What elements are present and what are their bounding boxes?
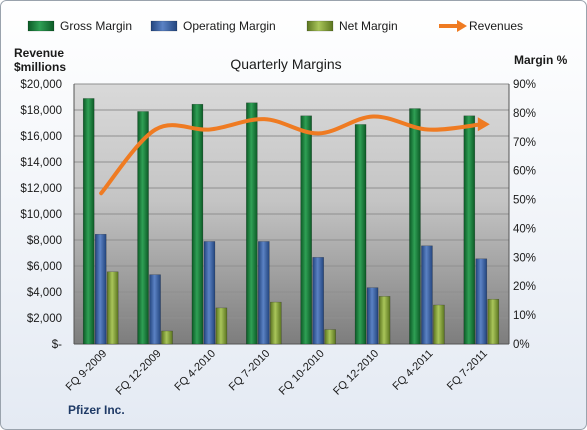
- legend-swatch: [150, 20, 178, 32]
- left-tick-label: $10,000: [20, 209, 62, 221]
- bar-gross-margin: [246, 102, 258, 345]
- bar-operating-margin: [149, 274, 161, 345]
- bar-net-margin: [378, 296, 391, 345]
- bar-operating-margin: [421, 245, 433, 345]
- right-axis: 0% 10% 20% 30% 40% 50% 60% 70% 80% 90%: [508, 79, 536, 351]
- right-tick-label: 40%: [513, 223, 536, 235]
- bar-net-margin: [215, 307, 228, 345]
- left-tick-label: $-: [52, 339, 62, 351]
- legend: Gross Margin Operating Margin Net Margin Re…: [27, 19, 523, 33]
- bar-gross-margin: [409, 108, 421, 345]
- legend-swatch: [306, 20, 334, 32]
- left-tick-label: $8,000: [27, 235, 62, 247]
- right-tick-label: 80%: [513, 108, 536, 120]
- bar-operating-margin: [258, 241, 270, 345]
- revenue-line-path: [99, 114, 484, 196]
- left-axis-label-line1: Revenue: [14, 46, 64, 60]
- bar-operating-margin: [366, 287, 379, 345]
- bar-gross-margin: [191, 103, 204, 345]
- bar-gross-margin: [82, 98, 95, 345]
- bar-gross-margin: [300, 115, 312, 345]
- legend-label: Operating Margin: [183, 19, 276, 33]
- bar-net-margin: [161, 330, 173, 345]
- right-axis-label: Margin %: [514, 53, 568, 67]
- right-tick-label: 20%: [513, 281, 536, 293]
- right-tick-label: 30%: [513, 252, 536, 264]
- left-tick-label: $20,000: [20, 79, 62, 91]
- left-tick-label: $2,000: [27, 313, 62, 325]
- left-tick-label: $12,000: [20, 183, 62, 195]
- bars: [82, 98, 500, 345]
- bar-net-margin: [324, 329, 336, 345]
- legend-item-gross-margin: Gross Margin: [27, 19, 132, 33]
- left-axis: $- $2,000 $4,000 $6,000 $8,000 $10,000 $12,000…: [20, 79, 75, 351]
- bar-operating-margin: [475, 258, 488, 345]
- company-name: Pfizer Inc.: [68, 403, 125, 417]
- bar-net-margin: [106, 271, 119, 345]
- right-tick-label: 70%: [513, 137, 536, 149]
- left-tick-label: $14,000: [20, 157, 62, 169]
- right-tick-label: 90%: [513, 79, 536, 91]
- bar-operating-margin: [312, 257, 324, 345]
- bar-net-margin: [270, 301, 282, 345]
- bar-operating-margin: [94, 233, 107, 345]
- legend-label: Revenues: [469, 19, 523, 33]
- chart-title: Quarterly Margins: [230, 56, 341, 72]
- legend-item-revenues: Revenues: [439, 19, 523, 33]
- revenue-line-arrowhead: [477, 117, 490, 132]
- bar-net-margin: [433, 304, 445, 345]
- right-tick-label: 10%: [513, 310, 536, 322]
- legend-label: Gross Margin: [60, 19, 132, 33]
- bar-gross-margin: [463, 115, 476, 345]
- left-tick-label: $6,000: [27, 261, 62, 273]
- bar-gross-margin: [137, 111, 149, 345]
- bar-gross-margin: [354, 124, 367, 345]
- bar-operating-margin: [203, 241, 216, 345]
- left-axis-label-line2: $millions: [14, 60, 66, 74]
- legend-item-operating-margin: Operating Margin: [150, 19, 276, 33]
- right-tick-label: 50%: [513, 195, 536, 207]
- right-tick-label: 0%: [513, 339, 530, 351]
- left-tick-label: $18,000: [20, 105, 62, 117]
- left-tick-label: $4,000: [27, 287, 62, 299]
- legend-swatch: [27, 20, 55, 32]
- bar-net-margin: [487, 298, 500, 345]
- revenue-line: [99, 114, 490, 196]
- legend-label: Net Margin: [339, 19, 398, 33]
- right-tick-label: 60%: [513, 166, 536, 178]
- legend-swatch-arrow: [457, 20, 467, 32]
- left-tick-label: $16,000: [20, 131, 62, 143]
- legend-item-net-margin: Net Margin: [306, 19, 398, 33]
